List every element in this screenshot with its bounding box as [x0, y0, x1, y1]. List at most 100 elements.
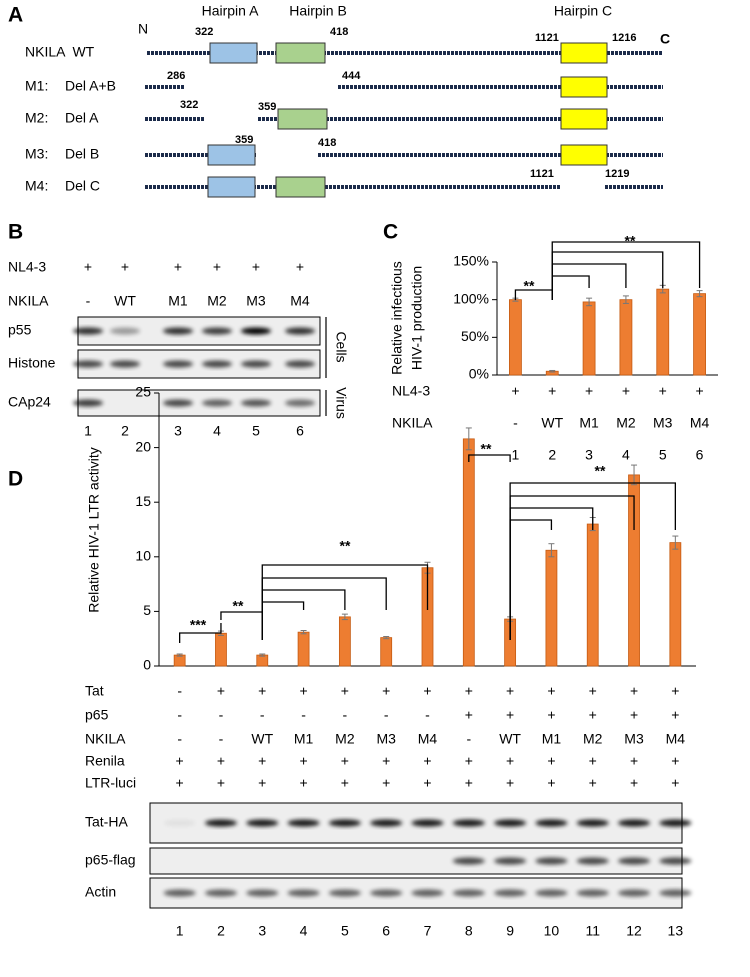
condition-label: NL4-3 — [8, 259, 46, 275]
blot-label: CAp24 — [8, 394, 51, 410]
error-bar — [622, 295, 629, 304]
condition-label: NL4-3 — [392, 383, 430, 399]
condition-value: M2 — [207, 293, 227, 309]
condition-label: LTR-luci — [85, 775, 136, 791]
y-tick-label: 0% — [469, 366, 489, 382]
bar — [545, 549, 558, 667]
error-bar — [176, 653, 183, 657]
blot-band — [246, 889, 279, 897]
blot-band — [494, 889, 527, 897]
significance-label: ** — [481, 441, 492, 457]
blot-box — [77, 316, 321, 346]
x-tick-label: 2 — [217, 923, 225, 939]
condition-value: - — [219, 707, 224, 723]
condition-value: - — [384, 707, 389, 723]
condition-value: + — [84, 259, 92, 275]
condition-value: - — [343, 707, 348, 723]
blot-band — [110, 360, 140, 368]
hairpin-box — [560, 76, 608, 98]
lane-number: 1 — [84, 423, 92, 439]
condition-value: WT — [499, 731, 521, 747]
error-bar — [548, 543, 555, 558]
significance-bracket — [468, 454, 511, 462]
condition-value: + — [299, 775, 307, 791]
error-bar — [341, 613, 348, 621]
y-tick-label: 15 — [135, 493, 151, 509]
condition-value: + — [506, 753, 514, 769]
condition-value: + — [258, 775, 266, 791]
error-bar — [586, 297, 593, 307]
deletion-label: Del A+B — [65, 78, 116, 94]
significance-bracket — [551, 275, 590, 300]
group-label: Virus — [333, 387, 349, 419]
position-label: 322 — [180, 99, 198, 111]
position-label: 418 — [330, 26, 348, 38]
position-label: 1219 — [605, 168, 629, 180]
condition-value: + — [548, 383, 556, 399]
condition-value: + — [299, 753, 307, 769]
hairpin-label: Hairpin B — [289, 3, 347, 19]
position-label: 286 — [167, 70, 185, 82]
hairpin-box — [277, 108, 328, 130]
condition-value: + — [630, 683, 638, 699]
blot-band — [328, 819, 361, 827]
bar — [582, 301, 596, 376]
bar — [297, 631, 310, 667]
condition-value: M3 — [246, 293, 266, 309]
position-label: 1121 — [530, 168, 554, 180]
blot-band — [452, 857, 485, 865]
condition-label: Tat — [85, 683, 104, 699]
condition-value: WT — [251, 731, 273, 747]
condition-value: + — [589, 753, 597, 769]
construct-name: M3: — [25, 146, 48, 162]
blot-band — [202, 327, 232, 335]
significance-label: ** — [625, 233, 636, 249]
condition-value: + — [585, 383, 593, 399]
x-tick-label: 12 — [626, 923, 642, 939]
blot-band — [110, 327, 140, 335]
x-tick-label: 8 — [465, 923, 473, 939]
condition-label: p65 — [85, 707, 109, 723]
hairpin-box — [560, 144, 608, 166]
condition-value: + — [465, 775, 473, 791]
x-tick-label: 6 — [696, 447, 704, 463]
y-tick-label: 5 — [143, 602, 151, 618]
x-tick-label: 6 — [382, 923, 390, 939]
panel-label: A — [8, 4, 23, 27]
y-axis-label: Relative HIV-1 LTR activity — [86, 447, 102, 612]
condition-value: M1 — [168, 293, 188, 309]
lane-number: 6 — [296, 423, 304, 439]
condition-value: + — [659, 383, 667, 399]
deletion-label: Del A — [65, 110, 99, 126]
blot-band — [535, 889, 568, 897]
condition-value: + — [423, 753, 431, 769]
bar — [586, 523, 599, 667]
condition-value: M1 — [542, 731, 562, 747]
blot-label: Actin — [85, 884, 116, 900]
blot-band — [659, 857, 692, 865]
blot-band — [535, 819, 568, 827]
condition-value: - — [466, 731, 471, 747]
condition-label: NKILA — [85, 731, 126, 747]
y-axis-label: HIV-1 production — [409, 266, 425, 370]
lane-number: 3 — [174, 423, 182, 439]
lane-number: 2 — [121, 423, 129, 439]
deletion-label: Del B — [65, 146, 99, 162]
position-label: 359 — [258, 101, 276, 113]
condition-value: + — [382, 753, 390, 769]
x-tick-label: 9 — [506, 923, 514, 939]
blot-band — [285, 360, 315, 368]
condition-value: + — [465, 683, 473, 699]
construct-name: NKILA WT — [25, 44, 95, 60]
blot-band — [287, 889, 320, 897]
blot-band — [163, 399, 193, 407]
condition-value: - — [177, 731, 182, 747]
hairpin-box — [560, 42, 608, 64]
blot-band — [204, 819, 237, 827]
bar — [338, 616, 351, 667]
condition-value: + — [299, 683, 307, 699]
significance-bracket — [261, 601, 305, 640]
bar — [509, 299, 522, 376]
condition-value: + — [341, 775, 349, 791]
blot-band — [618, 857, 651, 865]
